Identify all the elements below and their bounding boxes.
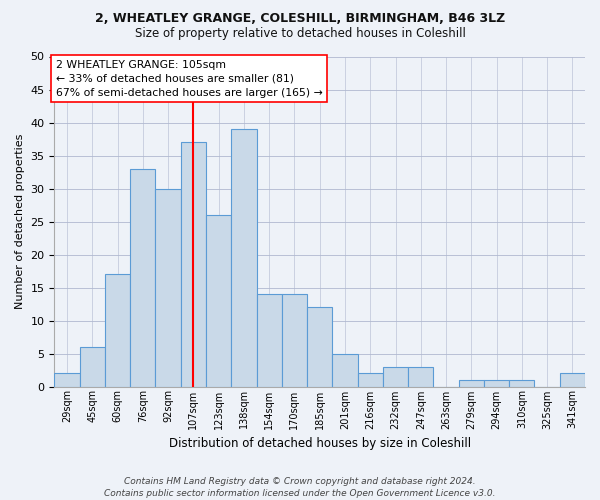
Bar <box>257 294 282 386</box>
Bar <box>231 129 257 386</box>
Bar <box>484 380 509 386</box>
Bar <box>155 188 181 386</box>
Text: Size of property relative to detached houses in Coleshill: Size of property relative to detached ho… <box>134 28 466 40</box>
Bar <box>332 354 358 386</box>
Bar <box>105 274 130 386</box>
Bar <box>358 374 383 386</box>
Bar <box>560 374 585 386</box>
Y-axis label: Number of detached properties: Number of detached properties <box>15 134 25 309</box>
Bar <box>55 374 80 386</box>
Text: 2 WHEATLEY GRANGE: 105sqm
← 33% of detached houses are smaller (81)
67% of semi-: 2 WHEATLEY GRANGE: 105sqm ← 33% of detac… <box>56 60 322 98</box>
Text: 2, WHEATLEY GRANGE, COLESHILL, BIRMINGHAM, B46 3LZ: 2, WHEATLEY GRANGE, COLESHILL, BIRMINGHA… <box>95 12 505 26</box>
Bar <box>130 168 155 386</box>
Bar <box>383 366 408 386</box>
Text: Contains HM Land Registry data © Crown copyright and database right 2024.
Contai: Contains HM Land Registry data © Crown c… <box>104 476 496 498</box>
Bar <box>509 380 535 386</box>
Bar <box>408 366 433 386</box>
Bar <box>206 215 231 386</box>
Bar <box>282 294 307 386</box>
Bar <box>181 142 206 386</box>
Bar <box>458 380 484 386</box>
Bar <box>307 308 332 386</box>
Bar <box>80 347 105 387</box>
X-axis label: Distribution of detached houses by size in Coleshill: Distribution of detached houses by size … <box>169 437 471 450</box>
